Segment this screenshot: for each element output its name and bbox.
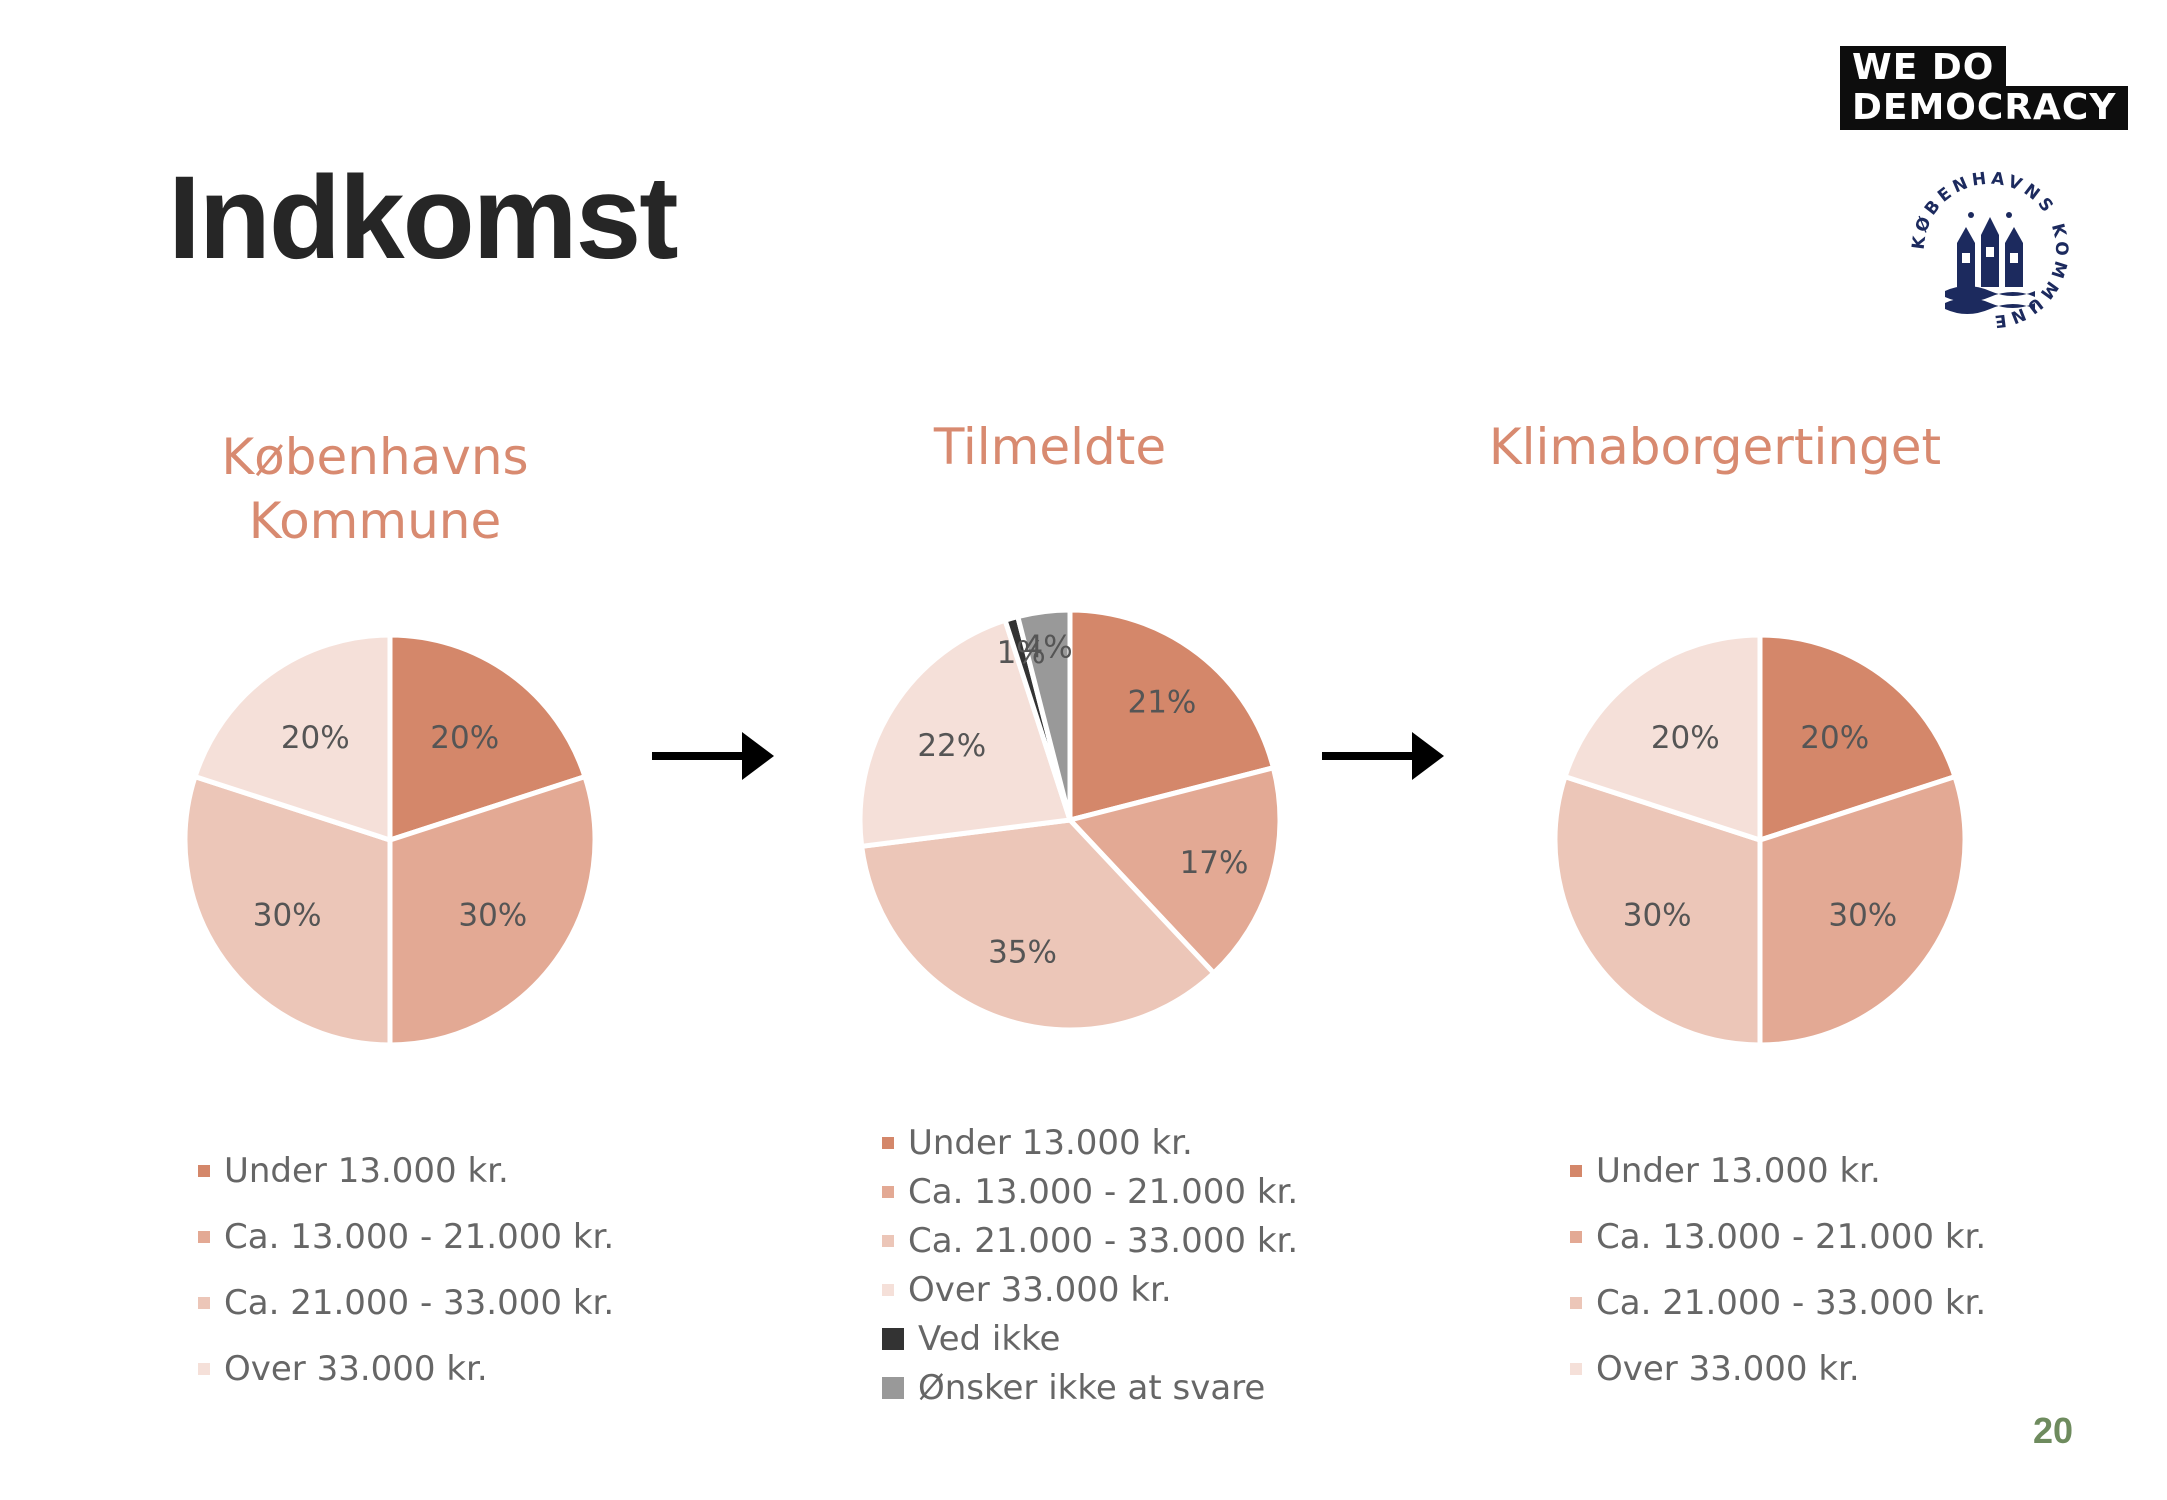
legend-label: Ca. 13.000 - 21.000 kr. xyxy=(224,1217,615,1257)
legend-label: Ca. 13.000 - 21.000 kr. xyxy=(908,1171,1299,1212)
legend-klimaborgertinget: Under 13.000 kr. Ca. 13.000 - 21.000 kr. C… xyxy=(1570,1138,1986,1402)
legend-tilmeldte: Under 13.000 kr. Ca. 13.000 - 21.000 kr. C… xyxy=(882,1118,1298,1412)
legend-item: Ca. 13.000 - 21.000 kr. xyxy=(1570,1204,1986,1270)
arrow-right-icon xyxy=(1322,732,1444,780)
legend-label: Ønsker ikke at svare xyxy=(918,1367,1266,1408)
legend-swatch xyxy=(198,1165,210,1177)
legend-label: Ved ikke xyxy=(918,1318,1061,1359)
pie-slice xyxy=(182,773,393,1048)
pie-slice xyxy=(387,632,589,844)
pie-chart-tilmeldte: 21% 17% 35% 22% 1%4% xyxy=(857,607,1283,1033)
data-label: 22% xyxy=(917,728,986,764)
legend-item: Ønsker ikke at svare xyxy=(882,1363,1298,1412)
pie-slice xyxy=(1552,773,1763,1048)
legend-item: Under 13.000 kr. xyxy=(882,1118,1298,1167)
legend-swatch xyxy=(1570,1297,1582,1309)
legend-label: Under 13.000 kr. xyxy=(224,1151,509,1191)
legend-label: Under 13.000 kr. xyxy=(908,1122,1193,1163)
legend-label: Ca. 21.000 - 33.000 kr. xyxy=(224,1283,615,1323)
data-label: 20% xyxy=(430,720,499,756)
pie-slice xyxy=(858,817,1218,1033)
legend-swatch xyxy=(882,1327,904,1350)
pie-slice xyxy=(1561,632,1763,844)
legend-item: Ca. 13.000 - 21.000 kr. xyxy=(198,1204,614,1270)
legend-swatch xyxy=(198,1297,210,1309)
data-label: 21% xyxy=(1127,684,1196,720)
logo-line-1: WE DO xyxy=(1840,46,2007,90)
slide-title: Indkomst xyxy=(168,152,678,284)
legend-swatch xyxy=(882,1376,904,1399)
data-label: 20% xyxy=(1800,720,1869,756)
legend-swatch xyxy=(882,1185,894,1198)
legend-item: Ca. 13.000 - 21.000 kr. xyxy=(882,1167,1298,1216)
legend-item: Ca. 21.000 - 33.000 kr. xyxy=(198,1270,614,1336)
legend-item: Over 33.000 kr. xyxy=(198,1336,614,1402)
legend-label: Ca. 21.000 - 33.000 kr. xyxy=(1596,1283,1987,1323)
kobenhavns-kommune-logo: KØBENHAVNS KOMMUNE xyxy=(1909,168,2067,331)
legend-swatch xyxy=(198,1363,210,1375)
panel-title-klimaborgertinget: Klimaborgertinget xyxy=(1488,418,1942,476)
data-label: 30% xyxy=(1623,898,1692,934)
arrow-right-icon xyxy=(652,732,774,780)
legend-label: Over 33.000 kr. xyxy=(908,1269,1172,1310)
pie-slice xyxy=(1757,773,1968,1048)
legend-item: Ca. 21.000 - 33.000 kr. xyxy=(882,1216,1298,1265)
legend-label: Under 13.000 kr. xyxy=(1596,1151,1881,1191)
data-label: 20% xyxy=(281,720,350,756)
pie-slice xyxy=(387,773,598,1048)
data-label: 1% xyxy=(997,635,1046,671)
legend-label: Over 33.000 kr. xyxy=(224,1349,488,1389)
legend-item: Ved ikke xyxy=(882,1314,1298,1363)
pie-slice xyxy=(191,632,393,844)
pie-slice xyxy=(1757,632,1959,844)
pie-chart-klimaborgertinget: 20% 30% 30% 20% xyxy=(1552,632,1968,1048)
panel-title-kommune: Københavns Kommune xyxy=(221,428,529,550)
legend-kommune: Under 13.000 kr. Ca. 13.000 - 21.000 kr. C… xyxy=(198,1138,614,1402)
legend-swatch xyxy=(882,1234,894,1247)
data-label: 30% xyxy=(458,898,527,934)
pie-chart-kommune: 20% 30% 30% 20% xyxy=(182,632,598,1048)
legend-swatch xyxy=(1570,1165,1582,1177)
legend-item: Under 13.000 kr. xyxy=(1570,1138,1986,1204)
panel-title-tilmeldte: Tilmeldte xyxy=(933,418,1167,476)
data-label: 30% xyxy=(253,898,322,934)
legend-swatch xyxy=(1570,1363,1582,1375)
data-label: 17% xyxy=(1180,845,1249,881)
data-label: 4% xyxy=(1023,629,1072,665)
legend-item: Under 13.000 kr. xyxy=(198,1138,614,1204)
data-label: 30% xyxy=(1828,898,1897,934)
page-number: 20 xyxy=(2032,1410,2073,1451)
legend-swatch xyxy=(1570,1231,1582,1243)
legend-item: Over 33.000 kr. xyxy=(882,1265,1298,1314)
pie-slice xyxy=(857,617,1074,850)
legend-swatch xyxy=(882,1283,894,1296)
pie-slice xyxy=(1065,764,1283,977)
legend-label: Ca. 21.000 - 33.000 kr. xyxy=(908,1220,1299,1261)
pie-slice xyxy=(1014,607,1073,821)
legend-label: Ca. 13.000 - 21.000 kr. xyxy=(1596,1217,1987,1257)
legend-item: Over 33.000 kr. xyxy=(1570,1336,1986,1402)
data-label: 35% xyxy=(988,935,1057,971)
legend-swatch xyxy=(198,1231,210,1243)
legend-item: Ca. 21.000 - 33.000 kr. xyxy=(1570,1270,1986,1336)
pie-slice xyxy=(1067,607,1277,824)
legend-swatch xyxy=(882,1136,894,1149)
logo-line-2: DEMOCRACY xyxy=(1840,86,2129,130)
data-label: 20% xyxy=(1651,720,1720,756)
legend-label: Over 33.000 kr. xyxy=(1596,1349,1860,1389)
